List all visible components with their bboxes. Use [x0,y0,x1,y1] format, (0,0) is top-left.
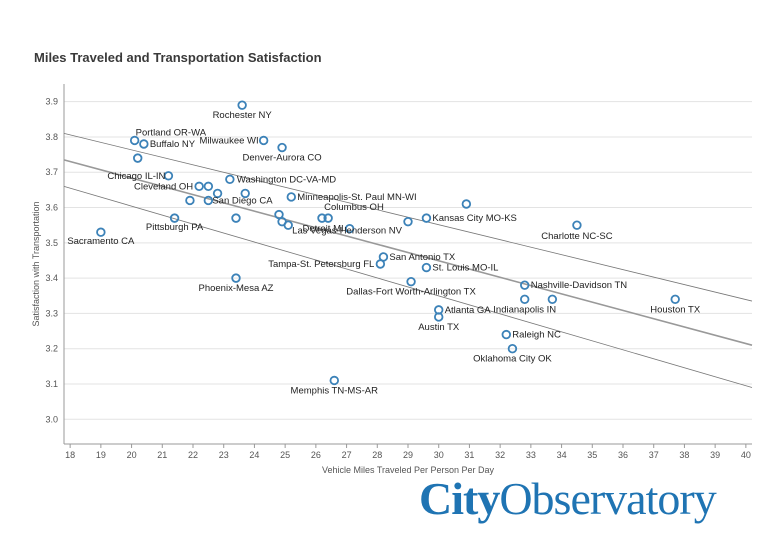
logo-observatory-text: Observatory [499,473,715,524]
data-point [97,228,105,236]
data-point [423,264,431,272]
point-label: St. Louis MO-IL [432,263,498,274]
data-point [195,183,203,191]
data-point [377,260,385,268]
y-tick-label: 3.8 [45,132,58,142]
y-tick-label: 3.4 [45,273,58,283]
x-tick-label: 19 [96,450,106,460]
data-point [573,221,581,229]
data-point [463,200,471,208]
point-label: Chicago IL-IN [107,171,165,182]
scatter-chart: 3.0 3.1 3.2 3.3 3.4 3.5 3.6 3.7 3.8 3.9 18 19 20 21 22… [0,0,768,534]
point-label: Memphis TN-MS-AR [291,385,379,396]
point-label: Austin TX [418,322,460,333]
y-tick-label: 3.6 [45,203,58,213]
data-point [165,172,173,180]
data-point [549,295,557,303]
point-label: San Diego CA [212,195,273,206]
x-tick-label: 18 [65,450,75,460]
point-label: Denver-Aurora CO [242,153,321,164]
point-label: Buffalo NY [150,139,196,150]
x-tick-label: 22 [188,450,198,460]
y-tick-label: 3.0 [45,414,58,424]
data-point [287,193,295,201]
city-observatory-logo: CityObservatory [419,476,716,522]
data-point [671,295,679,303]
point-label: Pittsburgh PA [146,222,204,233]
x-tick-label: 30 [434,450,444,460]
data-point [205,183,213,191]
y-tick-label: 3.1 [45,379,58,389]
x-tick-label: 25 [280,450,290,460]
x-tick-label: 32 [495,450,505,460]
logo-city-text: City [419,473,499,524]
x-tick-label: 39 [710,450,720,460]
x-tick-label: 23 [219,450,229,460]
y-tick-label: 3.5 [45,238,58,248]
data-point [284,221,292,229]
point-label: Dallas-Fort Worth-Arlington TX [346,287,476,298]
point-label: Oklahoma City OK [473,354,552,365]
data-point [330,377,338,385]
point-label: Indianapolis IN [493,304,556,315]
data-point [521,295,529,303]
point-label: Columbus OH [324,202,384,213]
x-tick-label: 34 [557,450,567,460]
point-label: Milwaukee WI [200,135,259,146]
x-tick-label: 31 [464,450,474,460]
y-tick-label: 3.3 [45,308,58,318]
data-point [140,140,148,148]
y-tick-label: 3.9 [45,97,58,107]
data-point [238,101,246,109]
data-point [404,218,412,226]
data-point [278,144,286,152]
data-point [502,331,510,339]
point-label: Raleigh NC [512,330,561,341]
x-tick-label: 26 [311,450,321,460]
point-label: Portland OR-WA [136,127,207,138]
point-label: Houston TX [650,304,701,315]
x-tick-label: 28 [372,450,382,460]
point-label: Cleveland OH [134,181,193,192]
point-label: Atlanta GA [445,305,492,316]
point-label: San Antonio TX [389,252,456,263]
x-tick-label: 38 [679,450,689,460]
point-label: Tampa-St. Petersburg FL [268,259,374,270]
x-tick-label: 21 [157,450,167,460]
x-tick-label: 40 [741,450,751,460]
point-label: Charlotte NC-SC [541,231,612,242]
y-tick-label: 3.7 [45,167,58,177]
data-point [260,137,268,145]
y-axis-label: Satisfaction with Transportation [31,201,41,326]
data-point [134,154,142,162]
data-point [226,175,234,183]
x-tick-label: 37 [649,450,659,460]
x-tick-label: 29 [403,450,413,460]
x-tick-label: 36 [618,450,628,460]
x-tick-label: 27 [342,450,352,460]
x-tick-label: 33 [526,450,536,460]
y-tick-label: 3.2 [45,344,58,354]
point-label: Phoenix-Mesa AZ [199,283,274,294]
data-point [407,278,415,286]
x-tick-label: 35 [587,450,597,460]
point-label: Rochester NY [213,110,273,121]
point-label: Las Vegas-Henderson NV [292,226,403,237]
point-label: Sacramento CA [67,236,135,247]
data-point [205,197,213,205]
data-point [186,197,194,205]
x-tick-label: 24 [249,450,259,460]
data-point [232,214,240,222]
point-label: Nashville-Davidson TN [531,280,628,291]
data-point [423,214,431,222]
point-label: Washington DC-VA-MD [237,174,336,185]
point-label: Kansas City MO-KS [432,213,516,224]
x-tick-label: 20 [127,450,137,460]
